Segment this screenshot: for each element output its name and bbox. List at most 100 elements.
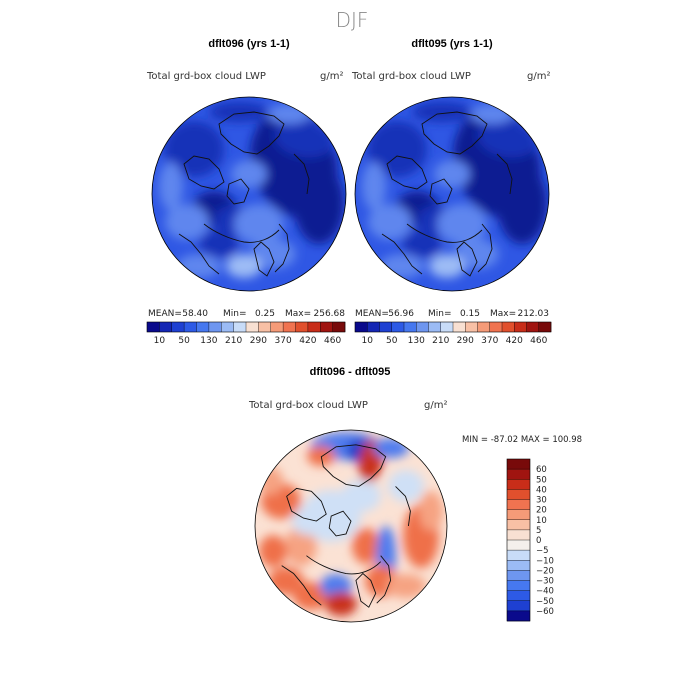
panel3-colorbar-swatch (507, 580, 530, 591)
panel2-colorbar-swatch (465, 322, 478, 332)
panel2-colorbar-label: 290 (457, 336, 474, 346)
panel1-min-label: Min= (223, 309, 247, 319)
panel3-colorbar-swatch (507, 529, 530, 541)
panel-dflt095: dflt095 (yrs 1-1) Total grd-box cloud LW… (351, 38, 552, 346)
panel3-coastline (356, 574, 376, 608)
panel3-colorbar-swatch (507, 610, 530, 622)
panel3-colorbar-swatch (507, 570, 530, 581)
panel2-coastline (382, 234, 422, 274)
panel3-colorbar-swatch (507, 560, 530, 571)
panel3-colorbar-swatch (507, 540, 530, 551)
panel3-field-cell (386, 574, 426, 598)
panel1-coastline (254, 242, 274, 276)
panel2-mean-label: MEAN= (355, 309, 389, 319)
panel2-colorbar-swatch (538, 322, 552, 332)
panel1-max-value: 256.68 (314, 309, 346, 319)
panel2-colorbar-swatch (428, 322, 442, 332)
panel3-coastline (306, 556, 380, 574)
panel1-colorbar-label: 290 (250, 336, 267, 346)
panel3-field-cell (285, 526, 317, 566)
panel1-field-cell (234, 204, 284, 244)
panel2-colorbar: 10 50 130 210 290 370 420 460 (354, 321, 552, 346)
panel3-stats: MIN = -87.02 MAX = 100.98 (462, 435, 582, 445)
panel1-mean-value: 58.40 (182, 309, 208, 319)
panel2-coastline (478, 224, 492, 272)
panel2-colorbar-label: 10 (362, 336, 374, 346)
panel1-colorbar-swatch (171, 322, 185, 332)
panel1-variable: Total grd-box cloud LWP (146, 71, 266, 82)
figure-title: DJF (336, 8, 369, 32)
panel3-colorbar-swatch (507, 469, 530, 480)
panel2-variable: Total grd-box cloud LWP (351, 71, 471, 82)
panel3-field-cell (419, 491, 443, 531)
panel2-colorbar-swatch (367, 322, 380, 332)
panel2-coastline (422, 112, 487, 154)
panel2-colorbar-swatch (440, 322, 454, 332)
panel1-title: dflt096 (yrs 1-1) (208, 38, 290, 50)
panel1-field-cell (231, 160, 267, 188)
panel1-colorbar-label: 50 (178, 336, 190, 346)
panel1-coastlines (179, 112, 309, 276)
panel1-coastline (184, 156, 224, 189)
panel1-colorbar-swatch (147, 322, 160, 332)
panel1-max-label: Max= (285, 309, 311, 319)
panel2-colorbar-swatch (453, 322, 466, 332)
panel2-colorbar-swatch (514, 322, 527, 332)
panel2-colorbar-swatch (416, 322, 429, 332)
panel2-colorbar-label: 370 (481, 336, 498, 346)
panel1-colorbar-swatch (184, 322, 197, 332)
panel2-field-cell (412, 102, 472, 122)
panel1-colorbar-swatch (246, 322, 259, 332)
panel1-coastline (179, 234, 219, 274)
panel1-colorbar-label: 210 (225, 336, 242, 346)
panel2-field-cell (367, 121, 427, 177)
panel3-field-cell (292, 507, 320, 535)
panel1-coastline (204, 224, 279, 242)
panel2-min-value: 0.15 (460, 309, 480, 319)
panel3-field-cell (259, 467, 283, 495)
panel3-colorbar-label: 0 (536, 536, 541, 546)
panel3-colorbar-label: 5 (536, 526, 541, 536)
panel1-colorbar-label: 420 (299, 336, 316, 346)
panel1-coastline (219, 112, 284, 154)
panel3-coastlines (282, 445, 411, 607)
panel3-colorbar-swatch (507, 459, 530, 470)
panel2-max-value: 212.03 (518, 309, 550, 319)
panel3-coastline (321, 445, 385, 487)
panel2-colorbar-swatch (379, 322, 393, 332)
panel3-coastline (287, 488, 327, 521)
panel2-coastline (407, 224, 482, 242)
panel1-coastline (275, 224, 289, 272)
panel2-colorbar-swatch (391, 322, 405, 332)
panel2-coastlines (382, 112, 512, 276)
panel1-field-cell (164, 121, 224, 177)
panel2-field-cell (437, 204, 487, 244)
panel3-colorbar-swatch (507, 479, 530, 490)
panel2-field-cell (434, 160, 470, 188)
panel3-colorbar-label: −5 (536, 546, 549, 556)
panel1-colorbar-swatch (332, 322, 346, 332)
panel1-colorbar-swatch (233, 322, 247, 332)
panel2-colorbar-swatch (526, 322, 540, 332)
panel3-coastline (282, 566, 322, 606)
panel1-field-cell (226, 254, 262, 278)
panel2-colorbar-label: 210 (432, 336, 449, 346)
panel1-map (151, 96, 347, 292)
panel2-field-cell (429, 254, 465, 278)
panel3-colorbar-swatch (507, 550, 530, 561)
panel2-stats: MEAN= 56.96 Min= 0.15 Max= 212.03 (355, 309, 549, 319)
panel1-colorbar-swatch (196, 322, 210, 332)
panel3-field-cell (352, 528, 380, 564)
panel2-max-label: Max= (490, 309, 516, 319)
panel-difference: dflt096 - dflt095 Total grd-box cloud LW… (248, 366, 582, 623)
panel2-coastline (497, 154, 512, 194)
panel3-colorbar-label: −20 (536, 566, 554, 576)
panel1-colorbar-swatch (295, 322, 309, 332)
panel3-colorbar-label: −10 (536, 556, 554, 566)
panel3-variable: Total grd-box cloud LWP (248, 400, 368, 411)
panel1-field-cell (159, 162, 183, 210)
panel2-colorbar-label: 130 (408, 336, 425, 346)
panel3-colorbar-label: −60 (536, 607, 554, 617)
panel2-coastline (457, 242, 477, 276)
